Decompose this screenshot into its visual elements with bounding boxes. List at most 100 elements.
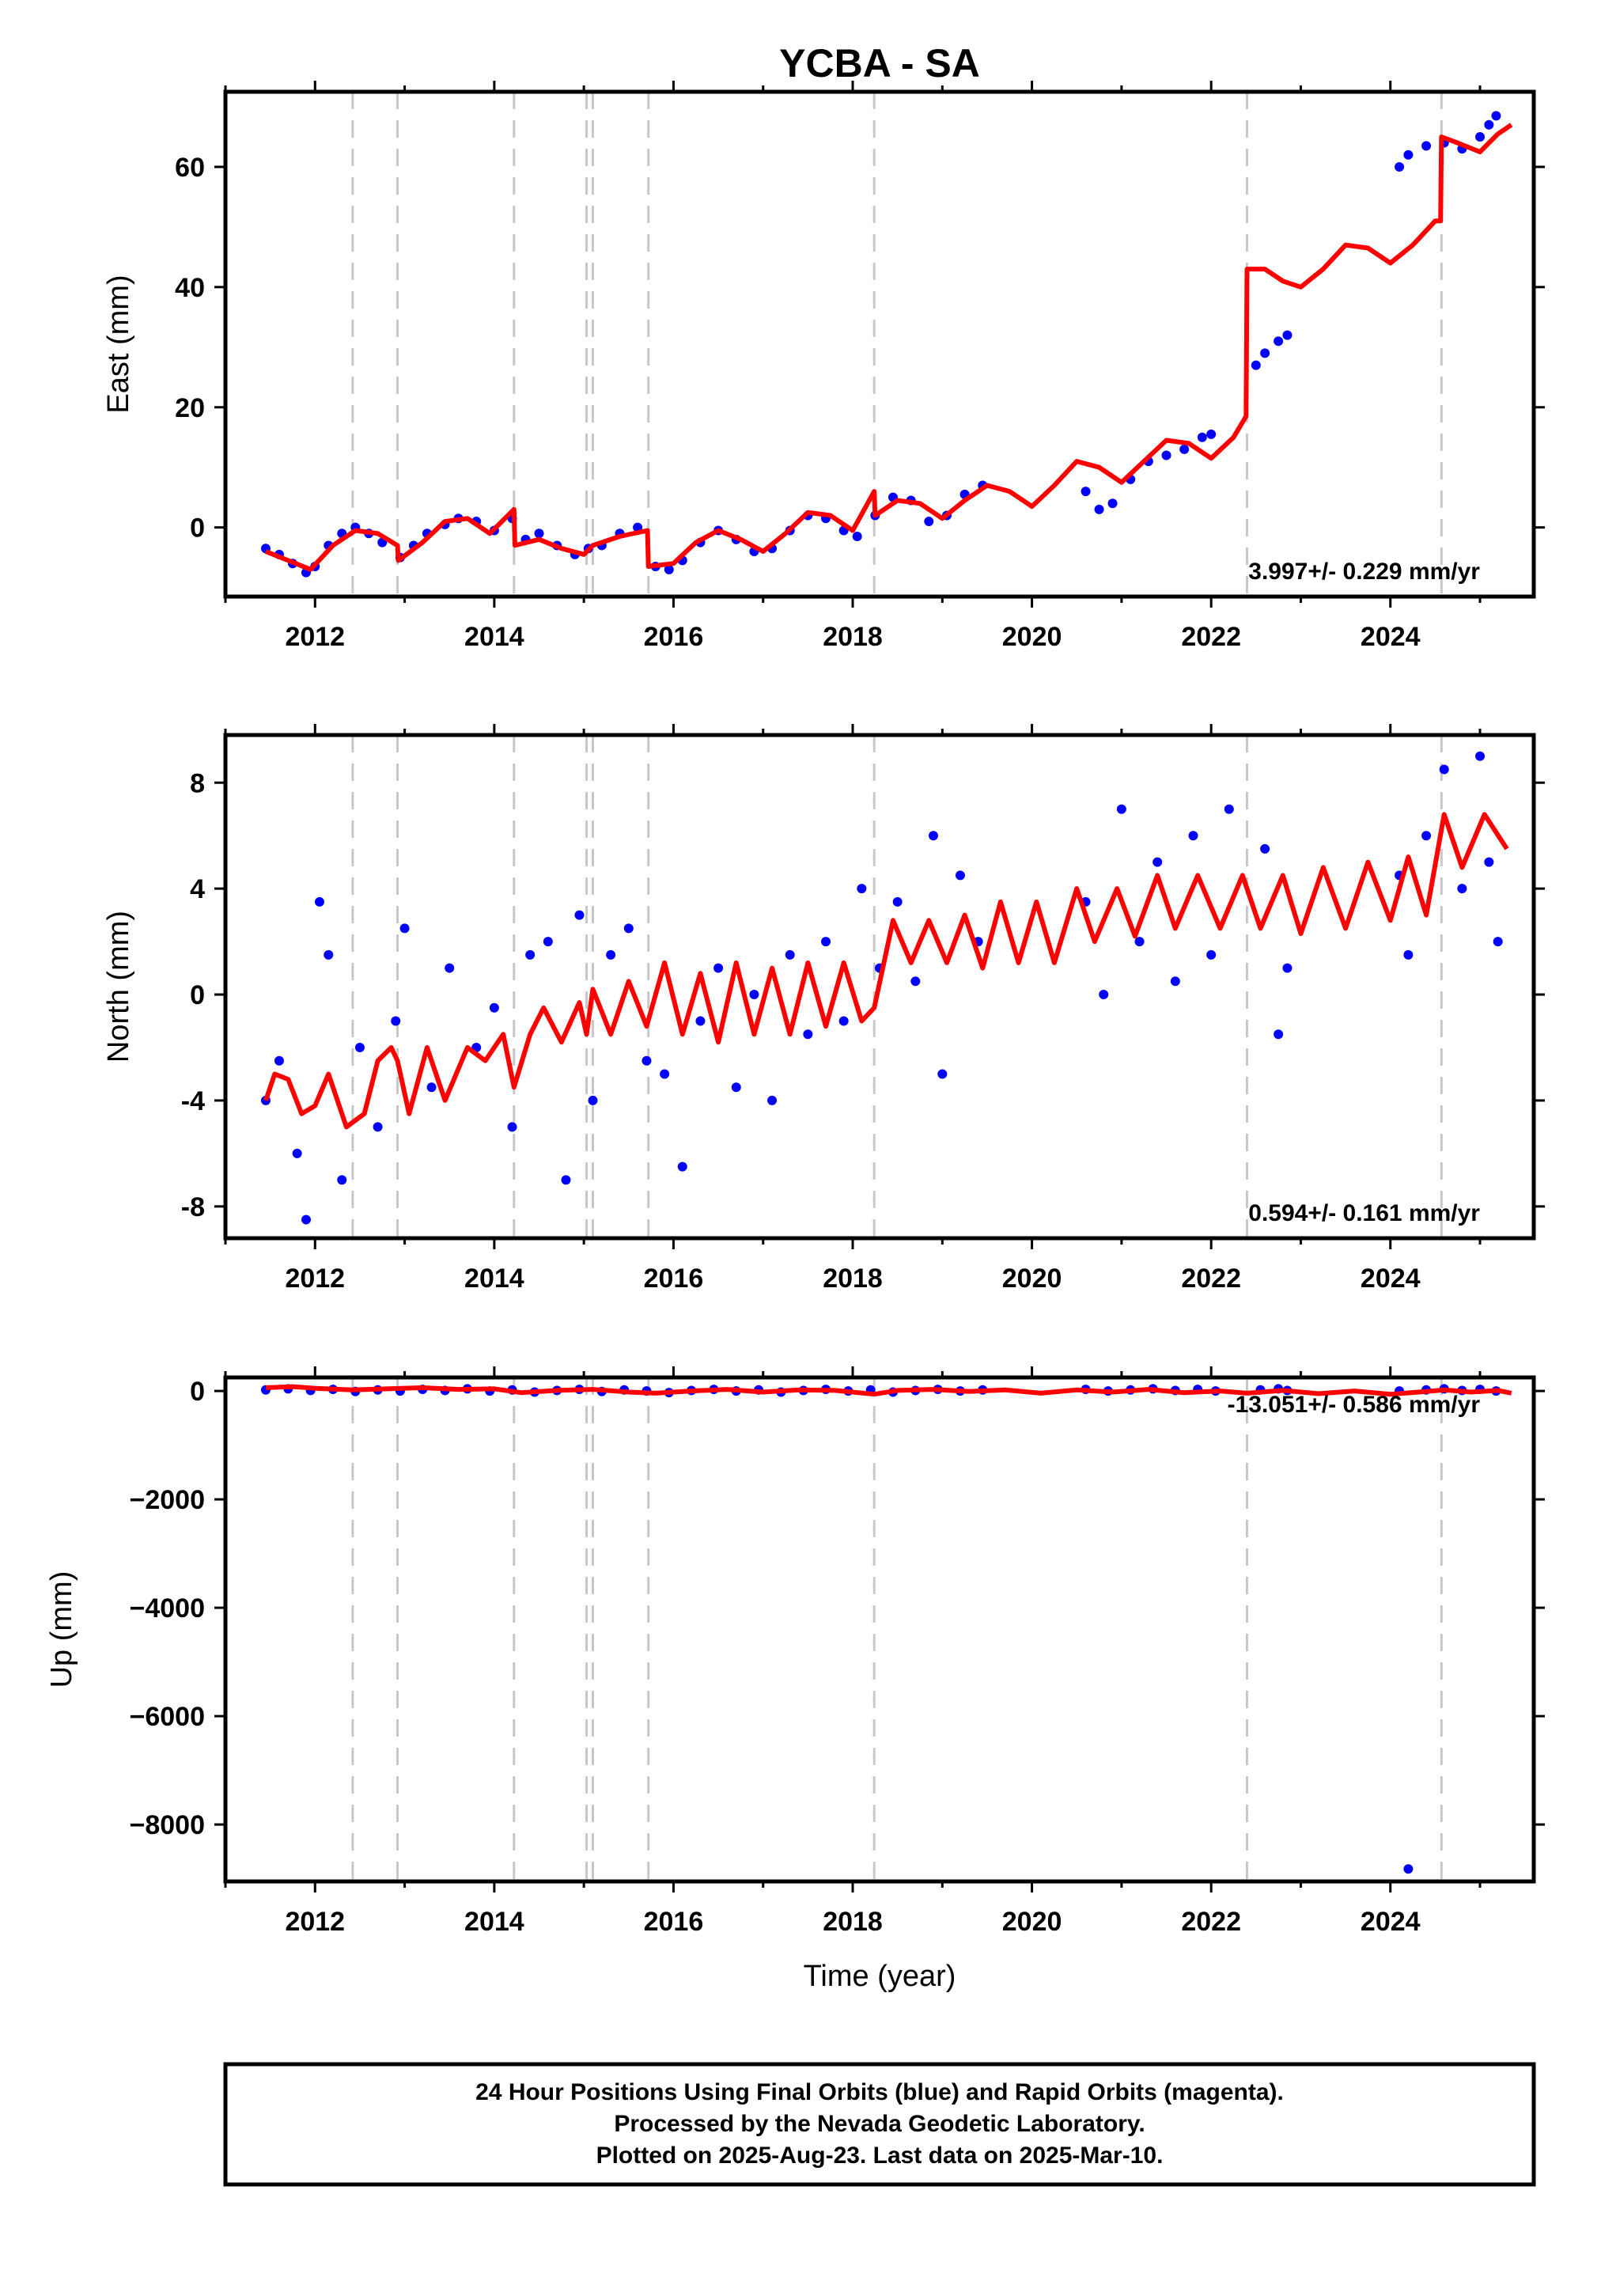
up-x-tick-label: 2022 <box>1181 1907 1241 1937</box>
north-y-tick-label: -8 <box>181 1192 205 1222</box>
up-y-tick-label: −4000 <box>130 1593 206 1623</box>
up-y-tick-label: 0 <box>190 1377 205 1407</box>
east-model-line <box>264 123 1513 572</box>
up-plot-area <box>260 1384 1512 1874</box>
east-data-point <box>1403 150 1414 160</box>
east-y-tick-label: 20 <box>175 393 205 423</box>
north-data-point <box>1170 976 1180 987</box>
north-data-point <box>1152 857 1163 867</box>
east-data-point <box>1260 348 1270 358</box>
north-data-point <box>892 896 903 907</box>
east-data-point <box>1274 336 1284 347</box>
north-data-point <box>1206 949 1217 960</box>
east-x-tick-label: 2024 <box>1361 622 1421 652</box>
north-data-point <box>337 1175 347 1185</box>
north-y-tick-label: 0 <box>190 980 205 1010</box>
north-data-point <box>821 937 831 947</box>
north-rate-label: 0.594+/- 0.161 mm/yr <box>1248 1200 1480 1226</box>
north-x-tick-label: 2014 <box>464 1264 524 1294</box>
north-data-point <box>1403 949 1414 960</box>
north-data-point <box>1260 843 1270 854</box>
north-data-point <box>445 963 455 973</box>
north-data-point <box>1116 804 1126 814</box>
north-data-point <box>525 949 536 960</box>
north-data-point <box>507 1122 517 1132</box>
up-frame <box>223 1375 1536 1884</box>
east-data-point <box>1491 111 1501 121</box>
footer-frame <box>223 2062 1536 2187</box>
north-data-point <box>1457 884 1467 894</box>
north-data-point <box>606 949 616 960</box>
north-data-point <box>937 1069 948 1079</box>
north-y-axis-label: North (mm) <box>102 911 135 1063</box>
north-x-tick-label: 2016 <box>644 1264 704 1294</box>
north-data-point <box>677 1161 687 1172</box>
up-y-axis-label: Up (mm) <box>45 1571 78 1688</box>
north-data-point <box>301 1214 311 1225</box>
east-data-point <box>664 564 674 574</box>
north-x-tick-label: 2020 <box>1002 1264 1062 1294</box>
east-data-point <box>924 517 934 527</box>
up-data-point <box>1403 1864 1414 1874</box>
east-data-point <box>1282 330 1293 340</box>
north-data-point <box>1493 937 1503 947</box>
east-data-point <box>1094 504 1104 514</box>
north-data-point <box>910 976 921 987</box>
north-data-point <box>1134 937 1145 947</box>
north-data-point <box>1282 963 1293 973</box>
east-frame <box>223 89 1536 599</box>
east-panel: 2012 2014 2016 2018 2020 2022 2024 0 20 40 60 East … <box>102 81 1545 652</box>
north-data-point <box>785 949 795 960</box>
north-data-point <box>928 831 938 841</box>
north-model-line <box>263 812 1509 1130</box>
east-data-point <box>1179 444 1190 454</box>
north-data-point <box>373 1122 383 1132</box>
east-data-point <box>1107 498 1118 509</box>
north-x-tick-label: 2018 <box>823 1264 883 1294</box>
north-data-point <box>749 990 759 1000</box>
north-data-point <box>642 1055 652 1066</box>
up-y-tick-label: −2000 <box>130 1485 206 1515</box>
north-data-point <box>399 923 410 934</box>
north-data-point <box>695 1016 706 1026</box>
east-y-tick-label: 0 <box>190 513 205 544</box>
east-data-point <box>1484 119 1494 130</box>
up-x-tick-label: 2016 <box>644 1907 704 1937</box>
east-rate-label: 3.997+/- 0.229 mm/yr <box>1248 559 1480 585</box>
north-y-tick-label: 8 <box>190 768 205 798</box>
east-x-tick-label: 2020 <box>1002 622 1062 652</box>
up-panel: 2012 2014 2016 2018 2020 2022 2024 0 −2000 −4000 −… <box>45 1366 1545 1993</box>
east-data-point <box>1475 131 1486 142</box>
north-data-point <box>314 896 324 907</box>
east-x-tick-label: 2016 <box>644 622 704 652</box>
east-y-axis-label: East (mm) <box>102 275 135 413</box>
footer-box: 24 Hour Positions Using Final Orbits (bl… <box>223 2062 1536 2187</box>
north-data-point <box>561 1175 571 1185</box>
footer-line-3: Plotted on 2025-Aug-23. Last data on 202… <box>596 2143 1164 2169</box>
up-y-tick-label: −6000 <box>130 1702 206 1732</box>
north-data-point <box>1484 857 1494 867</box>
north-y-tick-label: 4 <box>190 874 205 904</box>
east-data-point <box>1395 161 1405 172</box>
east-x-tick-label: 2014 <box>464 622 524 652</box>
east-plot-area <box>260 111 1513 578</box>
north-data-point <box>660 1069 670 1079</box>
north-data-point <box>731 1082 741 1093</box>
east-y-tick-label: 60 <box>175 153 205 183</box>
north-data-point <box>324 949 334 960</box>
north-data-point <box>1421 831 1432 841</box>
up-model-line <box>265 1384 1512 1397</box>
north-data-point <box>588 1095 598 1105</box>
north-data-point <box>292 1148 302 1158</box>
east-data-point <box>1161 450 1171 460</box>
north-data-point <box>623 923 634 934</box>
north-data-point <box>574 910 585 920</box>
east-data-point <box>1421 141 1432 151</box>
panels: 2012 2014 2016 2018 2020 2022 20240204060East … <box>45 81 1545 1993</box>
north-data-point <box>1274 1029 1284 1040</box>
up-x-tick-label: 2024 <box>1361 1907 1421 1937</box>
north-x-tick-label: 2012 <box>285 1264 345 1294</box>
east-data-point <box>1206 429 1217 439</box>
